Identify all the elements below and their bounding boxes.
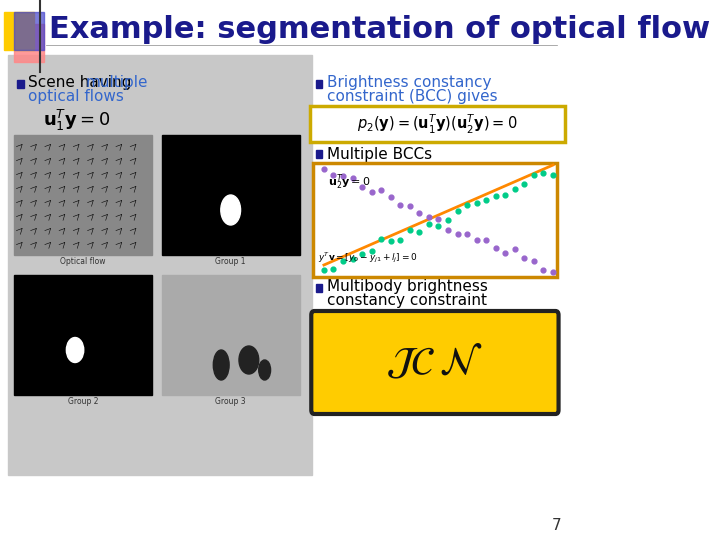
Point <box>413 209 425 218</box>
Point <box>528 257 540 266</box>
Point <box>471 235 482 244</box>
Point <box>462 230 473 239</box>
Text: Group 2: Group 2 <box>68 397 98 407</box>
Text: Example: segmentation of optical flow: Example: segmentation of optical flow <box>49 16 710 44</box>
Point <box>547 171 559 180</box>
Bar <box>316 284 323 292</box>
Point <box>356 183 368 192</box>
Bar <box>4 12 34 50</box>
FancyBboxPatch shape <box>313 163 557 277</box>
Ellipse shape <box>66 338 84 362</box>
Point <box>500 249 511 258</box>
Point <box>500 191 511 200</box>
Text: Group 3: Group 3 <box>215 397 246 407</box>
Text: $p_2(\mathbf{y}) = (\mathbf{u}_1^T \mathbf{y})(\mathbf{u}_2^T \mathbf{y}) = 0$: $p_2(\mathbf{y}) = (\mathbf{u}_1^T \math… <box>357 112 518 136</box>
Point <box>547 267 559 276</box>
Text: Scene having: Scene having <box>29 75 137 90</box>
Point <box>328 170 339 179</box>
Point <box>375 186 387 194</box>
Point <box>433 215 444 224</box>
Point <box>423 213 435 221</box>
Point <box>347 174 359 183</box>
Ellipse shape <box>239 346 258 374</box>
Bar <box>14 275 153 395</box>
Point <box>480 195 492 204</box>
Point <box>452 229 464 238</box>
Point <box>423 219 435 228</box>
Point <box>462 201 473 210</box>
Point <box>538 266 549 274</box>
Point <box>385 193 397 201</box>
Text: $y^T\mathbf{v} = [y_0 - y_{j1} + l_j] = 0$: $y^T\mathbf{v} = [y_0 - y_{j1} + l_j] = … <box>318 251 418 265</box>
Point <box>356 250 368 259</box>
Point <box>518 180 530 188</box>
Text: $\mathbf{u}_1^T \mathbf{y} = 0$: $\mathbf{u}_1^T \mathbf{y} = 0$ <box>43 107 111 132</box>
Point <box>518 254 530 262</box>
Ellipse shape <box>258 360 271 380</box>
Point <box>404 201 415 210</box>
Point <box>366 187 377 196</box>
Point <box>413 228 425 237</box>
Text: Multibody brightness: Multibody brightness <box>327 279 488 294</box>
Point <box>318 164 330 173</box>
Point <box>509 185 521 193</box>
Point <box>528 171 540 179</box>
Point <box>452 207 464 215</box>
Point <box>395 200 406 209</box>
Point <box>480 235 492 244</box>
Point <box>404 226 415 234</box>
Text: optical flows: optical flows <box>29 90 125 105</box>
Point <box>538 169 549 178</box>
Bar <box>316 80 323 88</box>
Point <box>337 256 348 265</box>
Bar <box>17 80 24 88</box>
Point <box>385 237 397 245</box>
Point <box>442 226 454 234</box>
Ellipse shape <box>213 350 229 380</box>
Point <box>375 235 387 244</box>
Bar <box>14 135 153 255</box>
FancyBboxPatch shape <box>310 106 565 142</box>
Point <box>347 255 359 264</box>
Point <box>490 244 502 252</box>
Text: Group 1: Group 1 <box>215 258 246 267</box>
Bar <box>14 24 44 62</box>
Text: constraint (BCC) gives: constraint (BCC) gives <box>327 90 498 105</box>
Text: 7: 7 <box>552 517 561 532</box>
Point <box>490 192 502 200</box>
Text: Brightness constancy: Brightness constancy <box>327 75 492 90</box>
Point <box>328 265 339 274</box>
Point <box>337 172 348 181</box>
Text: Multiple BCCs: Multiple BCCs <box>327 146 432 161</box>
Ellipse shape <box>221 195 240 225</box>
Bar <box>162 275 300 395</box>
Point <box>509 245 521 253</box>
Bar <box>316 150 323 158</box>
Point <box>442 215 454 224</box>
FancyBboxPatch shape <box>311 311 559 414</box>
Point <box>433 221 444 230</box>
Bar <box>162 135 300 255</box>
Text: constancy constraint: constancy constraint <box>327 294 487 308</box>
Bar <box>8 55 312 475</box>
Point <box>366 247 377 255</box>
Point <box>471 199 482 207</box>
Text: multiple: multiple <box>86 75 148 90</box>
Text: Optical flow: Optical flow <box>60 258 106 267</box>
Point <box>395 235 406 244</box>
Bar <box>14 12 44 50</box>
Text: $\mathbf{u}_2^T \mathbf{y} = 0$: $\mathbf{u}_2^T \mathbf{y} = 0$ <box>328 172 370 192</box>
Point <box>318 265 330 274</box>
Text: $\mathcal{JC}\,\mathcal{N}$: $\mathcal{JC}\,\mathcal{N}$ <box>387 343 482 382</box>
